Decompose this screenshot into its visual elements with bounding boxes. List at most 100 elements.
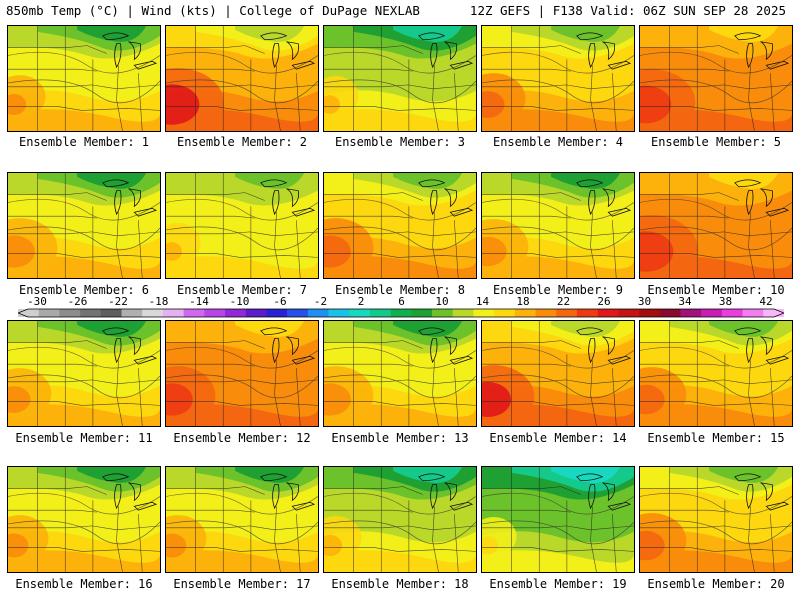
colorbar-tick-label: -22 <box>108 295 128 308</box>
temperature-map <box>166 321 318 426</box>
ensemble-panel-10 <box>639 172 793 279</box>
ensemble-panel-14 <box>481 320 635 427</box>
ensemble-panel-3 <box>323 25 477 132</box>
colorbar-swatch <box>597 309 619 317</box>
colorbar-swatch <box>659 309 681 317</box>
ensemble-member-label: Ensemble Member: 2 <box>176 135 308 149</box>
colorbar-tick-label: -26 <box>67 295 88 308</box>
colorbar-outline <box>18 308 784 318</box>
temperature-map <box>324 467 476 572</box>
ensemble-member-label: Ensemble Member: 20 <box>647 577 785 591</box>
ensemble-member-label: Ensemble Member: 13 <box>331 431 469 445</box>
temperature-map <box>482 467 634 572</box>
ensemble-member-label: Ensemble Member: 11 <box>15 431 153 445</box>
ensemble-panel-11 <box>7 320 161 427</box>
ensemble-panel-19 <box>481 466 635 573</box>
ensemble-member-label: Ensemble Member: 7 <box>176 283 308 297</box>
colorbar-swatch <box>432 309 454 317</box>
ensemble-member-label: Ensemble Member: 8 <box>334 283 466 297</box>
colorbar-labels: -30 -26 -22 -18 -14 -10 -6 -2 2 6 10 14 18 22 26 30 34 38… <box>0 295 800 308</box>
colorbar-tick-label: 30 <box>637 295 652 308</box>
colorbar-swatch <box>225 309 247 317</box>
colorbar-swatch <box>80 309 102 317</box>
ensemble-panel-20 <box>639 466 793 573</box>
colorbar-tick-label: 18 <box>516 295 530 308</box>
ensemble-member-label: Ensemble Member: 17 <box>173 577 311 591</box>
colorbar-tick-label: 6 <box>398 295 405 308</box>
colorbar-swatch <box>100 309 122 317</box>
ensemble-member-label: Ensemble Member: 6 <box>18 283 150 297</box>
colorbar-tick-label: 22 <box>556 295 571 308</box>
colorbar-swatch <box>494 309 516 317</box>
colorbar-swatch <box>411 309 433 317</box>
header-title: 850mb Temp (°C) | Wind (kts) | College o… <box>6 3 420 18</box>
colorbar-tick-label: -14 <box>189 295 209 308</box>
ensemble-member-label: Ensemble Member: 3 <box>334 135 466 149</box>
colorbar-swatch <box>680 309 702 317</box>
ensemble-member-label: Ensemble Member: 16 <box>15 577 153 591</box>
ensemble-member-label: Ensemble Member: 10 <box>647 283 785 297</box>
temperature-map <box>8 26 160 131</box>
ensemble-panel-8 <box>323 172 477 279</box>
ensemble-panel-17 <box>165 466 319 573</box>
colorbar-swatch <box>121 309 143 317</box>
colorbar-swatch <box>266 309 288 317</box>
colorbar-swatch <box>142 309 164 317</box>
colorbar-tick-label: 14 <box>475 295 490 308</box>
ensemble-panel-13 <box>323 320 477 427</box>
temperature-map <box>482 321 634 426</box>
temperature-map <box>482 173 634 278</box>
colorbar-tick-label: -6 <box>273 295 287 308</box>
colorbar-swatch <box>721 309 743 317</box>
colorbar-swatch <box>59 309 81 317</box>
temperature-map <box>324 321 476 426</box>
ensemble-member-label: Ensemble Member: 5 <box>650 135 782 149</box>
temperature-map <box>8 467 160 572</box>
colorbar-swatch <box>452 309 474 317</box>
colorbar-swatch <box>390 309 412 317</box>
ensemble-panel-1 <box>7 25 161 132</box>
colorbar-tick-label: -18 <box>148 295 169 308</box>
colorbar-swatch <box>245 309 267 317</box>
ensemble-panel-5 <box>639 25 793 132</box>
colorbar-swatch <box>535 309 557 317</box>
colorbar-swatch <box>204 309 226 317</box>
temperature-map <box>640 467 792 572</box>
colorbar-tick-label: 2 <box>357 295 365 308</box>
temperature-map <box>166 173 318 278</box>
colorbar-tick-label: 10 <box>435 295 449 308</box>
temperature-map <box>482 26 634 131</box>
colorbar-swatch <box>618 309 640 317</box>
ensemble-member-label: Ensemble Member: 19 <box>489 577 627 591</box>
colorbar-swatch <box>18 309 39 317</box>
colorbar-tick-label: 26 <box>597 295 611 308</box>
colorbar-tick-label: -30 <box>27 295 47 308</box>
temperature-map <box>324 26 476 131</box>
ensemble-panel-6 <box>7 172 161 279</box>
colorbar-swatch <box>369 309 391 317</box>
colorbar-swatch <box>328 309 350 317</box>
colorbar-swatch <box>576 309 598 317</box>
colorbar-swatch <box>38 309 60 317</box>
ensemble-panel-2 <box>165 25 319 132</box>
ensemble-panel-7 <box>165 172 319 279</box>
colorbar <box>18 308 784 318</box>
ensemble-member-label: Ensemble Member: 14 <box>489 431 627 445</box>
colorbar-swatch <box>763 309 784 317</box>
colorbar-swatch <box>162 309 184 317</box>
ensemble-member-label: Ensemble Member: 4 <box>492 135 624 149</box>
ensemble-panel-18 <box>323 466 477 573</box>
ensemble-panel-15 <box>639 320 793 427</box>
colorbar-swatch <box>349 309 371 317</box>
temperature-map <box>8 173 160 278</box>
ensemble-member-label: Ensemble Member: 12 <box>173 431 311 445</box>
temperature-map <box>8 321 160 426</box>
colorbar-swatch <box>742 309 764 317</box>
colorbar-tick-label: 38 <box>718 295 733 308</box>
colorbar-swatch <box>639 309 661 317</box>
ensemble-panel-9 <box>481 172 635 279</box>
temperature-map <box>166 26 318 131</box>
colorbar-swatch <box>473 309 495 317</box>
colorbar-tick-label: 42 <box>759 295 773 308</box>
colorbar-swatch <box>183 309 205 317</box>
